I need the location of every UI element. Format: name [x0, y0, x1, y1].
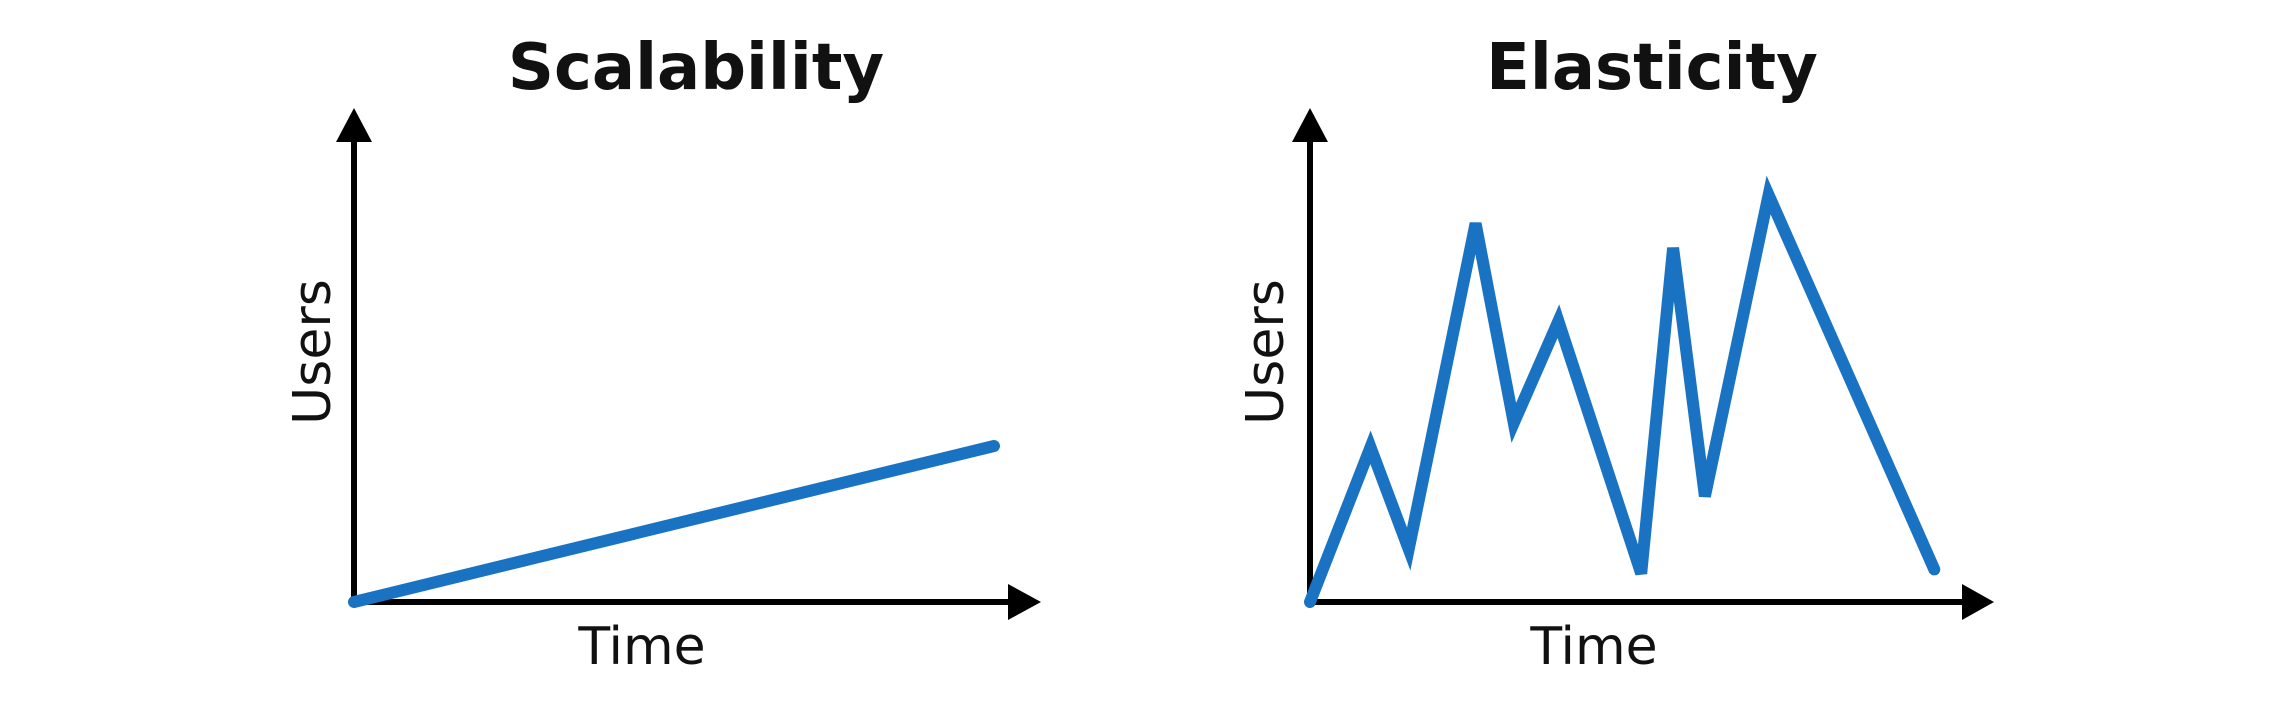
chart-title-scalability: Scalability: [508, 31, 884, 105]
x-axis-label-scalability: Time: [577, 617, 705, 677]
x-axis-arrow-scalability: [1008, 584, 1041, 620]
chart-title-elasticity: Elasticity: [1486, 31, 1818, 105]
series-group-elasticity: [1304, 175, 1941, 608]
y-axis-arrow-scalability: [336, 108, 372, 142]
series-line-scalability: [348, 440, 1000, 608]
y-axis-arrow-elasticity: [1292, 108, 1328, 142]
y-axis-label-elasticity: Users: [1236, 279, 1296, 425]
x-axis-label-elasticity: Time: [1529, 617, 1657, 677]
x-axis-arrow-elasticity: [1962, 584, 1994, 620]
chart-scalability: Scalability Time Users: [283, 31, 1041, 677]
chart-elasticity: Elasticity Time Users: [1236, 31, 1994, 677]
series-group-scalability: [348, 440, 1000, 608]
series-line-elasticity: [1304, 175, 1941, 608]
y-axis-label-scalability: Users: [283, 279, 343, 425]
